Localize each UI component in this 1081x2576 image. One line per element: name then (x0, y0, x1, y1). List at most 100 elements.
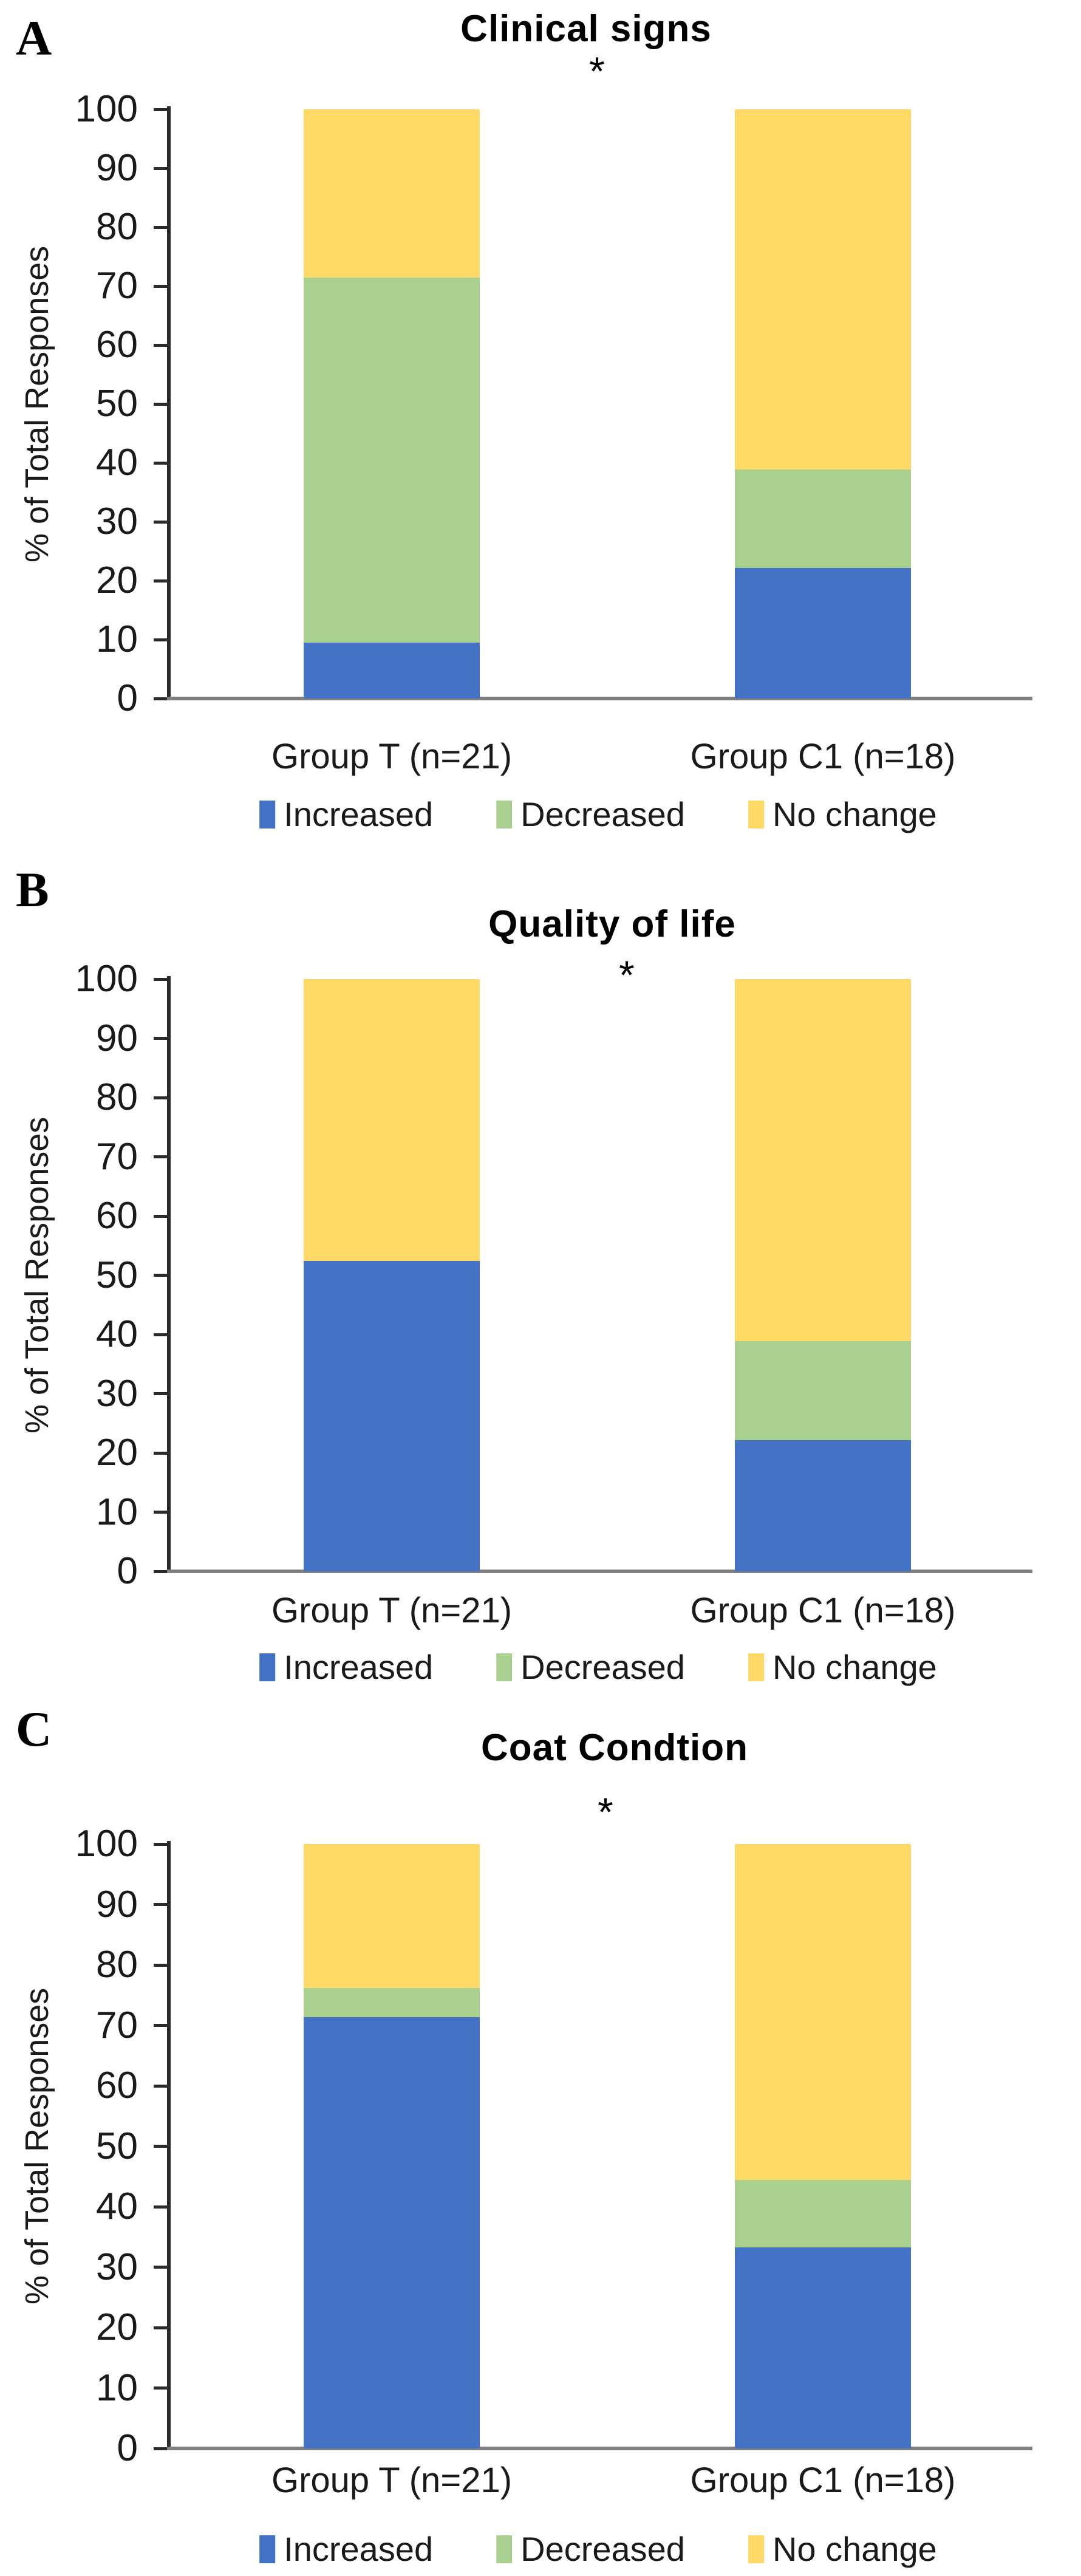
panel-letter: C (16, 1701, 52, 1757)
y-tick (154, 520, 167, 524)
legend-swatch-no-change (748, 2535, 764, 2563)
y-tick-label: 20 (96, 559, 138, 601)
x-axis-line (167, 1570, 1032, 1573)
y-tick-label: 80 (96, 206, 138, 248)
legend-swatch-decreased (496, 800, 513, 828)
legend-label: No change (772, 2530, 937, 2568)
y-tick-label: 10 (96, 618, 138, 660)
stacked-bar (304, 979, 480, 1571)
legend-swatch-increased (259, 1653, 276, 1681)
legend-label: Increased (284, 2530, 434, 2568)
y-tick-label: 30 (96, 501, 138, 542)
legend-swatch-increased (259, 800, 276, 828)
significance-asterisk: * (598, 1789, 613, 1834)
y-tick (154, 402, 167, 406)
y-tick-label: 0 (117, 677, 138, 719)
legend: Increased Decreased No change (259, 2529, 937, 2569)
y-tick (154, 1333, 167, 1336)
plot-area: 0 10 20 30 40 50 60 70 80 90 100 (75, 91, 1032, 717)
category-label-group-t: Group T (n=21) (271, 2461, 513, 2500)
y-tick-label: 90 (96, 1017, 138, 1059)
legend: Increased Decreased No change (259, 794, 937, 834)
stacked-bar (304, 1844, 480, 2448)
bar-segment-decreased (735, 1341, 911, 1440)
bar-segment-increased (735, 567, 911, 699)
panel-b: B Quality of life * % of Total Responses… (0, 863, 1081, 1701)
bar-segment-increased (304, 642, 480, 699)
legend-label: Increased (284, 1648, 434, 1686)
bar-segment-no-change (735, 1844, 911, 2181)
panel-letter: B (16, 862, 49, 917)
panel-c: C Coat Condtion * % of Total Responses 0… (0, 1701, 1081, 2576)
legend-label: Increased (284, 795, 434, 833)
significance-asterisk: * (619, 952, 635, 997)
y-tick-label: 40 (96, 2185, 138, 2227)
legend-item: Decreased (496, 2529, 685, 2569)
y-tick (154, 579, 167, 583)
panel-letter: A (16, 10, 52, 66)
bar-segment-decreased (735, 469, 911, 568)
y-tick (154, 2145, 167, 2148)
legend-swatch-no-change (748, 800, 764, 828)
y-tick (154, 1570, 167, 1573)
legend-label: Decreased (520, 2530, 685, 2568)
category-label-group-c1: Group C1 (n=18) (690, 1591, 956, 1630)
y-tick-label: 60 (96, 324, 138, 366)
plot-area: 0 10 20 30 40 50 60 70 80 90 100 (75, 1825, 1032, 2467)
y-tick-label: 70 (96, 2004, 138, 2046)
bar-segment-increased (304, 1261, 480, 1571)
bar-segment-no-change (304, 979, 480, 1262)
legend-swatch-increased (259, 2535, 276, 2563)
y-tick (154, 2024, 167, 2027)
y-tick (154, 1392, 167, 1395)
legend-label: No change (772, 795, 937, 833)
y-tick-label: 100 (75, 958, 138, 1000)
stacked-bar (735, 979, 911, 1571)
y-tick-label: 20 (96, 2306, 138, 2348)
y-axis-line (167, 976, 171, 1573)
y-tick (154, 1903, 167, 1906)
x-axis-line (167, 2447, 1032, 2450)
y-tick (154, 461, 167, 465)
stacked-bar (304, 109, 480, 699)
legend-item: Decreased (496, 1647, 685, 1687)
plot-area: 0 10 20 30 40 50 60 70 80 90 100 (75, 960, 1032, 1590)
y-tick (154, 2386, 167, 2390)
legend-swatch-decreased (496, 1653, 513, 1681)
bar-segment-no-change (735, 979, 911, 1341)
y-tick (154, 697, 167, 700)
y-tick-label: 100 (75, 1823, 138, 1865)
y-tick (154, 638, 167, 641)
y-tick (154, 225, 167, 229)
bar-segment-decreased (735, 2180, 911, 2247)
chart-title: Clinical signs (460, 8, 712, 50)
y-tick (154, 2205, 167, 2209)
y-tick-label: 20 (96, 1432, 138, 1474)
y-tick-label: 30 (96, 1372, 138, 1415)
legend-item: No change (748, 1647, 937, 1687)
y-tick (154, 977, 167, 981)
legend-item: Increased (259, 2529, 433, 2569)
category-label-group-c1: Group C1 (n=18) (690, 737, 956, 776)
bar-segment-decreased (304, 278, 480, 643)
legend-swatch-no-change (748, 1653, 764, 1681)
legend-item: Increased (259, 794, 433, 834)
y-tick (154, 166, 167, 170)
y-tick (154, 1096, 167, 1099)
y-tick-label: 10 (96, 1491, 138, 1533)
legend-label: Decreased (520, 795, 685, 833)
y-tick (154, 1037, 167, 1040)
y-tick-label: 70 (96, 265, 138, 307)
y-tick-label: 10 (96, 2366, 138, 2409)
y-tick-label: 0 (117, 2427, 138, 2469)
legend-item: No change (748, 794, 937, 834)
y-tick-label: 30 (96, 2246, 138, 2288)
y-tick (154, 1842, 167, 1846)
y-tick (154, 1274, 167, 1277)
y-tick (154, 1963, 167, 1967)
category-label-group-c1: Group C1 (n=18) (690, 2461, 956, 2500)
legend-swatch-decreased (496, 2535, 513, 2563)
legend-label: Decreased (520, 1648, 685, 1686)
y-tick (154, 2447, 167, 2450)
